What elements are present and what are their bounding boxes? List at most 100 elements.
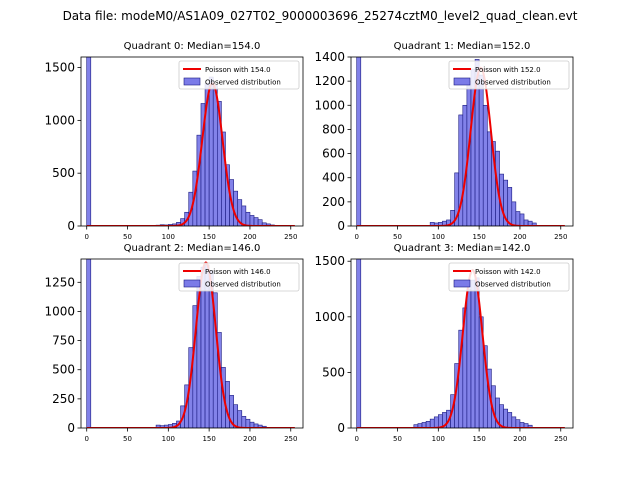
legend-bar-swatch: [183, 279, 201, 288]
axes-frame: [350, 258, 574, 429]
y-tick-label: 600: [322, 147, 345, 161]
x-tick-label: 100: [432, 233, 445, 241]
histogram-bar: [429, 418, 435, 428]
histogram-bar: [86, 259, 92, 428]
x-tick-label: 200: [243, 233, 256, 241]
histogram-bar: [486, 131, 492, 226]
x-tick-label: 100: [162, 435, 175, 443]
x-tick-label: 100: [432, 435, 445, 443]
x-tick-label: 100: [162, 233, 175, 241]
legend-label-poisson: Poisson with 142.0: [475, 268, 541, 276]
histogram-bar: [507, 187, 513, 226]
x-tick-label: 250: [284, 435, 297, 443]
y-tick-label: 1200: [314, 74, 345, 88]
x-tick-label: 50: [123, 435, 132, 443]
histogram-bar: [253, 217, 259, 226]
axes-frame: [80, 258, 304, 429]
y-tick-label: 250: [52, 392, 75, 406]
axes-frame: [80, 56, 304, 227]
x-tick-label: 0: [84, 435, 88, 443]
histogram-bar: [356, 259, 362, 428]
y-tick-label: 1000: [314, 310, 345, 324]
x-tick-label: 200: [243, 435, 256, 443]
x-tick-label: 150: [472, 233, 485, 241]
histogram-bar: [249, 215, 255, 226]
legend-box: [178, 60, 300, 90]
x-tick-label: 50: [123, 233, 132, 241]
histogram-bar: [466, 288, 472, 428]
histogram-bar: [245, 418, 251, 428]
legend-bar-swatch: [183, 77, 201, 86]
histogram-bar: [519, 213, 525, 226]
histogram-bar: [356, 57, 362, 226]
y-tick-label: 1000: [44, 113, 75, 127]
x-tick-label: 50: [393, 435, 402, 443]
legend-label-observed: Observed distribution: [205, 79, 281, 87]
histogram-bar: [482, 104, 488, 226]
histogram-bar: [245, 211, 251, 226]
legend-box: [448, 262, 570, 292]
y-tick-label: 200: [322, 195, 345, 209]
panel-title: Quadrant 1: Median=152.0: [394, 41, 531, 52]
y-tick-label: 400: [322, 171, 345, 185]
legend-label-observed: Observed distribution: [475, 281, 551, 289]
panel-title: Quadrant 0: Median=154.0: [124, 41, 261, 52]
x-tick-label: 150: [472, 435, 485, 443]
y-tick-label: 1400: [314, 50, 345, 64]
histogram-bar: [527, 424, 533, 428]
x-tick-label: 250: [554, 233, 567, 241]
panel-quadrant-2: Quadrant 2: Median=146.0 0 50 100 150 200 250 0…: [44, 243, 304, 443]
figure-suptitle: Data file: modeM0/AS1A09_027T02_90000036…: [63, 9, 578, 23]
y-tick-label: 1000: [44, 304, 75, 318]
x-tick-label: 200: [513, 233, 526, 241]
x-tick-label: 150: [202, 233, 215, 241]
legend-label-observed: Observed distribution: [475, 79, 551, 87]
panel-title: Quadrant 2: Median=146.0: [124, 243, 261, 254]
y-tick-label: 1000: [314, 98, 345, 112]
y-tick-label: 500: [52, 363, 75, 377]
legend-box: [448, 60, 570, 90]
y-tick-label: 750: [52, 334, 75, 348]
x-tick-label: 150: [202, 435, 215, 443]
histogram-bar: [241, 416, 247, 428]
panel-quadrant-3: Quadrant 3: Median=142.0 0 50 100 150 200 250 0…: [314, 243, 574, 443]
legend-label-poisson: Poisson with 152.0: [475, 66, 541, 74]
y-tick-label: 500: [52, 166, 75, 180]
panel-title: Quadrant 3: Median=142.0: [394, 243, 531, 254]
histogram-bar: [515, 211, 521, 226]
x-tick-label: 0: [354, 435, 358, 443]
histogram-bar: [470, 279, 476, 428]
x-tick-label: 250: [284, 233, 297, 241]
histogram-bar: [241, 205, 247, 226]
histogram-bar: [478, 74, 484, 226]
histogram-bar: [433, 416, 439, 428]
legend-bar-swatch: [453, 77, 471, 86]
x-tick-label: 200: [513, 435, 526, 443]
poisson-curve: [86, 82, 295, 226]
histogram-bar: [208, 76, 214, 226]
y-tick-label: 0: [67, 421, 75, 435]
histogram-bar: [511, 201, 517, 226]
histogram-bar: [237, 410, 243, 428]
axes-frame: [350, 56, 574, 227]
legend-box: [178, 262, 300, 292]
histogram-bar: [503, 408, 509, 428]
poisson-curve: [356, 268, 565, 428]
y-tick-label: 1250: [44, 275, 75, 289]
panel-quadrant-0: Quadrant 0: Median=154.0 0 50 100 150 200 250 0…: [44, 41, 304, 241]
y-tick-label: 1500: [44, 61, 75, 75]
legend-label-poisson: Poisson with 146.0: [205, 268, 271, 276]
histogram-bar: [515, 419, 521, 428]
y-tick-label: 800: [322, 122, 345, 136]
histogram-bar: [86, 57, 92, 226]
histogram-bar: [212, 85, 218, 226]
x-tick-label: 50: [393, 233, 402, 241]
y-tick-label: 0: [337, 219, 345, 233]
y-tick-label: 1500: [314, 254, 345, 268]
y-tick-label: 0: [337, 421, 345, 435]
histogram-bar: [511, 416, 517, 428]
plot-area: [356, 57, 565, 226]
histogram-bar: [233, 190, 239, 226]
